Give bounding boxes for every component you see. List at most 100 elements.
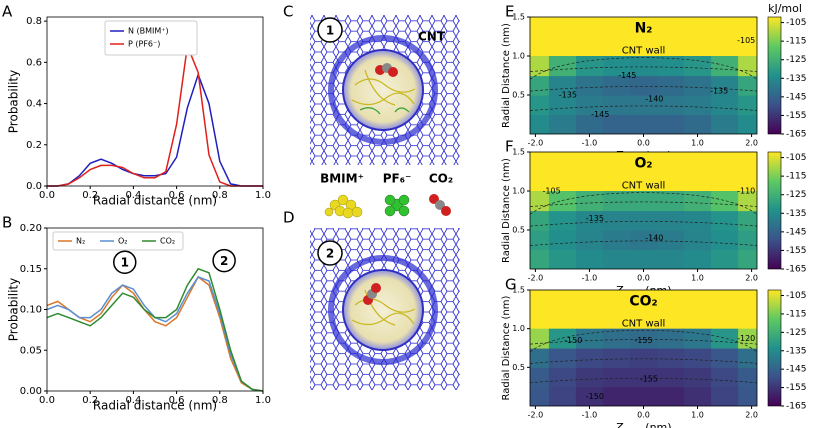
co2-molecule bbox=[388, 67, 398, 77]
contour-label: -150 bbox=[586, 392, 604, 401]
y-axis-label: Probability bbox=[7, 278, 21, 341]
heat-cell bbox=[530, 95, 550, 116]
heat-cell bbox=[711, 230, 739, 251]
heat-cell bbox=[738, 348, 757, 368]
colorbar-tick-label: -155 bbox=[786, 111, 806, 121]
heatmap bbox=[530, 152, 757, 269]
wall-edge bbox=[530, 329, 757, 353]
heat-cell bbox=[657, 249, 685, 269]
heat-cell bbox=[602, 249, 631, 269]
y-tick-label: 0.5 bbox=[512, 226, 525, 235]
cnt-illustration bbox=[310, 228, 460, 390]
y-tick-label: 0.10 bbox=[20, 305, 42, 316]
colorbar-tick-label: -125 bbox=[786, 328, 806, 338]
heat-cell bbox=[548, 56, 577, 77]
heatmap bbox=[530, 290, 757, 406]
annotation-circle bbox=[113, 250, 137, 274]
molecule-label: BMIM⁺ bbox=[320, 172, 364, 186]
panel-letter: D bbox=[283, 209, 295, 227]
heat-cell bbox=[602, 210, 631, 231]
y-axis-label: Radial Distance (nm) bbox=[501, 158, 512, 263]
heat-cell bbox=[711, 367, 739, 388]
heat-cell bbox=[711, 191, 739, 212]
heat-cell bbox=[575, 367, 604, 388]
contour-label: -105 bbox=[543, 187, 561, 196]
heat-cell bbox=[684, 191, 712, 212]
heat-cell bbox=[602, 328, 631, 349]
legend-box bbox=[52, 231, 184, 251]
y-tick-label: 0.2 bbox=[26, 140, 42, 151]
heat-cell bbox=[738, 230, 757, 251]
x-tick-label: -1.0 bbox=[582, 139, 598, 148]
legend-label: CO₂ bbox=[160, 237, 175, 246]
tube-core bbox=[342, 269, 424, 351]
heat-cell bbox=[548, 328, 577, 349]
wall-label: CNT wall bbox=[622, 181, 666, 192]
y-axis-label: Radial Distance (nm) bbox=[501, 295, 512, 400]
heat-cell bbox=[575, 210, 604, 231]
heat-cell bbox=[548, 191, 577, 212]
x-tick-label: 0.4 bbox=[125, 395, 141, 406]
panel-letter: E bbox=[505, 3, 514, 21]
heat-cell bbox=[657, 328, 685, 349]
heat-cell bbox=[602, 114, 631, 134]
heat-cell bbox=[657, 348, 685, 368]
contour-label: -145 bbox=[591, 110, 609, 119]
heat-cell bbox=[711, 56, 739, 77]
heat-cell bbox=[629, 386, 658, 406]
heat-cell bbox=[575, 56, 604, 77]
heat-cell bbox=[530, 56, 550, 77]
heat-cell bbox=[530, 230, 550, 251]
series-line bbox=[46, 275, 264, 392]
x-tick-label: -1.0 bbox=[582, 274, 598, 283]
x-axis-label-part: Z bbox=[614, 421, 623, 428]
heat-cell bbox=[657, 210, 685, 231]
colorbar bbox=[767, 289, 782, 407]
tube-wall bbox=[328, 35, 438, 145]
annotation: 2 bbox=[220, 254, 228, 268]
panel-letter: G bbox=[505, 276, 517, 294]
co2-molecule bbox=[371, 283, 381, 293]
colorbar-tick-label: -145 bbox=[786, 92, 806, 102]
axes-frame bbox=[46, 16, 264, 187]
ionic-liquid bbox=[351, 69, 416, 106]
y-tick-label: 1.5 bbox=[512, 286, 525, 295]
colorbar-tick-label: -155 bbox=[786, 246, 806, 256]
y-tick-label: 0.00 bbox=[20, 386, 42, 397]
x-tick-label: 1.0 bbox=[255, 190, 271, 201]
heat-cell bbox=[548, 75, 577, 96]
molecule-label: CO₂ bbox=[429, 172, 453, 186]
x-tick-label: 0.2 bbox=[82, 395, 98, 406]
heat-cell bbox=[684, 56, 712, 77]
contour-title: N₂ bbox=[635, 21, 653, 37]
y-tick-label: 0.5 bbox=[512, 363, 525, 372]
y-tick-label: 0.0 bbox=[26, 181, 42, 192]
heat-cell bbox=[548, 210, 577, 231]
heat-cell bbox=[530, 367, 550, 388]
colorbar-tick-label: -115 bbox=[786, 172, 806, 182]
heat-cell bbox=[657, 114, 685, 134]
heat-cell bbox=[738, 56, 757, 77]
y-tick-label: 1.0 bbox=[512, 187, 525, 196]
heat-cell bbox=[657, 95, 685, 116]
heat-cell bbox=[530, 210, 550, 231]
colorbar-tick-label: -135 bbox=[786, 346, 806, 356]
contour-title: O₂ bbox=[634, 156, 652, 172]
heat-cell bbox=[548, 348, 577, 368]
heat-cell bbox=[684, 249, 712, 269]
y-tick-label: 1.0 bbox=[512, 52, 525, 61]
legend-label: P (PF6⁻) bbox=[128, 40, 160, 49]
contour-label: -120 bbox=[737, 334, 755, 343]
tube-core bbox=[342, 49, 424, 131]
colorbar bbox=[767, 16, 782, 135]
heat-cell bbox=[738, 386, 757, 406]
y-tick-label: 0.6 bbox=[26, 57, 42, 68]
marker-label: 1 bbox=[326, 24, 334, 38]
colorbar-tick-label: -115 bbox=[786, 37, 806, 47]
heat-cell bbox=[530, 348, 550, 368]
x-tick-label: 0.0 bbox=[39, 190, 55, 201]
y-tick-label: 0.5 bbox=[512, 91, 525, 100]
heatmap bbox=[530, 17, 757, 134]
y-tick-label: 0.8 bbox=[26, 16, 42, 27]
